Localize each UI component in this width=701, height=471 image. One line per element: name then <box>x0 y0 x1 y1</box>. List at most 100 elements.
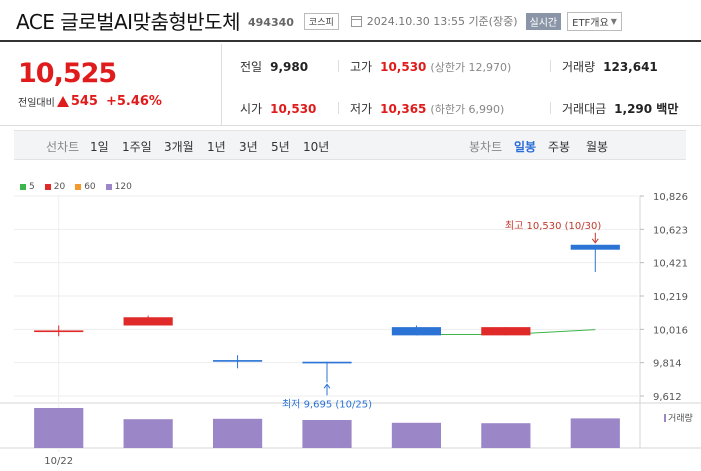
candle-body <box>481 327 531 336</box>
candle-weekly[interactable]: 주봉 <box>548 140 571 154</box>
legend-ma5: 5 <box>20 182 35 192</box>
stock-name: ACE 글로벌AI맞춤형반도체 <box>16 9 240 34</box>
legend-ma60: 60 <box>75 182 96 192</box>
up-triangle-icon <box>56 96 69 107</box>
candle-monthly[interactable]: 월봉 <box>586 140 609 154</box>
change-percent: +5.46% <box>105 94 162 109</box>
max-label: 최고 10,530 (10/30) <box>505 220 601 232</box>
candle-body <box>391 327 442 336</box>
period-10y[interactable]: 10년 <box>303 140 330 154</box>
chart-period-bar: 선차트 1일 1주일 3개월 1년 3년 5년 10년 봉차트 일봉 주봉 월봉 <box>14 130 686 160</box>
max-arrow-head <box>591 238 599 244</box>
legend-swatch <box>664 413 666 422</box>
etf-overview-label: ETF개요 <box>572 17 609 29</box>
stat-low: 저가 10,365 (하한가 6,990) <box>350 100 504 117</box>
candles <box>34 244 620 383</box>
period-3y[interactable]: 3년 <box>239 140 258 154</box>
divider <box>338 60 339 72</box>
header: ACE 글로벌AI맞춤형반도체 494340 코스피 2024.10.30 13… <box>0 0 701 42</box>
stat-label: 시가 <box>240 102 263 116</box>
y-tick-label: 10,219 <box>653 292 688 303</box>
legend-label: 120 <box>114 182 132 192</box>
chevron-down-icon: ▼ <box>610 16 617 26</box>
price-summary: 10,525 전일대비 545 +5.46% 전일 9,980 고가 10,53… <box>0 44 701 126</box>
change-label: 전일대비 <box>18 98 55 109</box>
period-1d[interactable]: 1일 <box>90 140 109 154</box>
y-tick-label: 9,814 <box>653 359 682 370</box>
period-5y[interactable]: 5년 <box>271 140 290 154</box>
period-1w[interactable]: 1주일 <box>122 140 152 154</box>
volume-bar <box>391 422 442 448</box>
current-price: 10,525 <box>18 58 117 89</box>
min-label: 최저 9,695 (10/25) <box>282 398 372 410</box>
legend-swatch <box>75 184 82 190</box>
volume-bar <box>212 418 263 448</box>
volume-bar <box>481 423 531 448</box>
min-arrow-head <box>323 383 331 389</box>
price-change: 전일대비 545 +5.46% <box>18 94 162 109</box>
volume-legend-label: 거래량 <box>668 414 693 424</box>
divider <box>550 60 551 72</box>
volume-legend: 거래량 <box>664 411 693 424</box>
x-axis: 10/22 <box>44 456 73 467</box>
y-tick-label: 9,612 <box>653 392 682 403</box>
legend-swatch <box>105 184 112 190</box>
current-price-box: 10,525 전일대비 545 +5.46% <box>0 44 222 126</box>
stat-amount: 거래대금 1,290 백만 <box>562 100 678 117</box>
stat-high: 고가 10,530 (상한가 12,970) <box>350 58 511 75</box>
ma-legend: 5 20 60 120 <box>20 182 132 192</box>
legend-label: 5 <box>29 182 35 192</box>
legend-ma20: 20 <box>44 182 66 192</box>
stat-label: 저가 <box>350 102 373 116</box>
y-tick-label: 10,421 <box>653 259 688 270</box>
y-axis: 10,826 10,623 10,421 10,219 10,016 9,814 9,612 <box>640 192 688 403</box>
change-value: 545 <box>70 94 98 109</box>
y-tick-label: 10,623 <box>653 225 688 236</box>
candle-body <box>302 361 352 364</box>
volume-bar <box>570 418 620 448</box>
divider <box>338 102 339 114</box>
volume-bar <box>302 420 352 448</box>
datetime: 2024.10.30 13:55 기준(장중) <box>366 15 518 28</box>
market-badge: 코스피 <box>303 12 339 30</box>
candle-body <box>570 244 620 250</box>
stat-value: 10,530 <box>270 101 317 116</box>
divider <box>550 102 551 114</box>
legend-label: 20 <box>53 182 66 192</box>
calendar-icon <box>350 15 362 27</box>
stat-value: 9,980 <box>270 59 309 74</box>
candle-body <box>123 317 173 326</box>
stat-label: 전일 <box>240 60 263 74</box>
stat-value: 10,365 <box>380 101 427 116</box>
stock-code: 494340 <box>247 15 294 29</box>
stat-prev-close: 전일 9,980 <box>240 58 308 75</box>
stat-label: 거래대금 <box>562 102 607 116</box>
x-tick-label: 10/22 <box>44 456 73 467</box>
stat-value: 10,530 <box>380 59 427 74</box>
etf-overview-dropdown[interactable]: ETF개요 ▼ <box>567 11 622 31</box>
realtime-button[interactable]: 실시간 <box>525 12 562 30</box>
candle-body <box>34 330 84 333</box>
stat-value: 123,641 <box>603 59 658 74</box>
volume-bar <box>34 408 84 448</box>
period-3m[interactable]: 3개월 <box>164 140 194 154</box>
stat-label: 고가 <box>350 60 373 74</box>
period-1y[interactable]: 1년 <box>207 140 226 154</box>
legend-swatch <box>20 184 26 190</box>
legend-label: 60 <box>84 182 96 192</box>
stat-sub: (하한가 6,990) <box>430 102 505 116</box>
volume-bar <box>123 419 173 448</box>
y-tick-label: 10,826 <box>653 192 688 203</box>
stat-value: 1,290 백만 <box>614 102 679 116</box>
candle-body <box>212 360 263 362</box>
stat-open: 시가 10,530 <box>240 100 316 117</box>
stat-volume: 거래량 123,641 <box>562 58 658 75</box>
stat-label: 거래량 <box>562 60 596 74</box>
legend-swatch <box>44 184 51 190</box>
line-chart-label: 선차트 <box>46 140 80 154</box>
candle-daily[interactable]: 일봉 <box>514 140 537 154</box>
legend-ma120: 120 <box>105 182 132 192</box>
stat-sub: (상한가 12,970) <box>430 60 512 74</box>
chart-grid <box>0 195 701 452</box>
